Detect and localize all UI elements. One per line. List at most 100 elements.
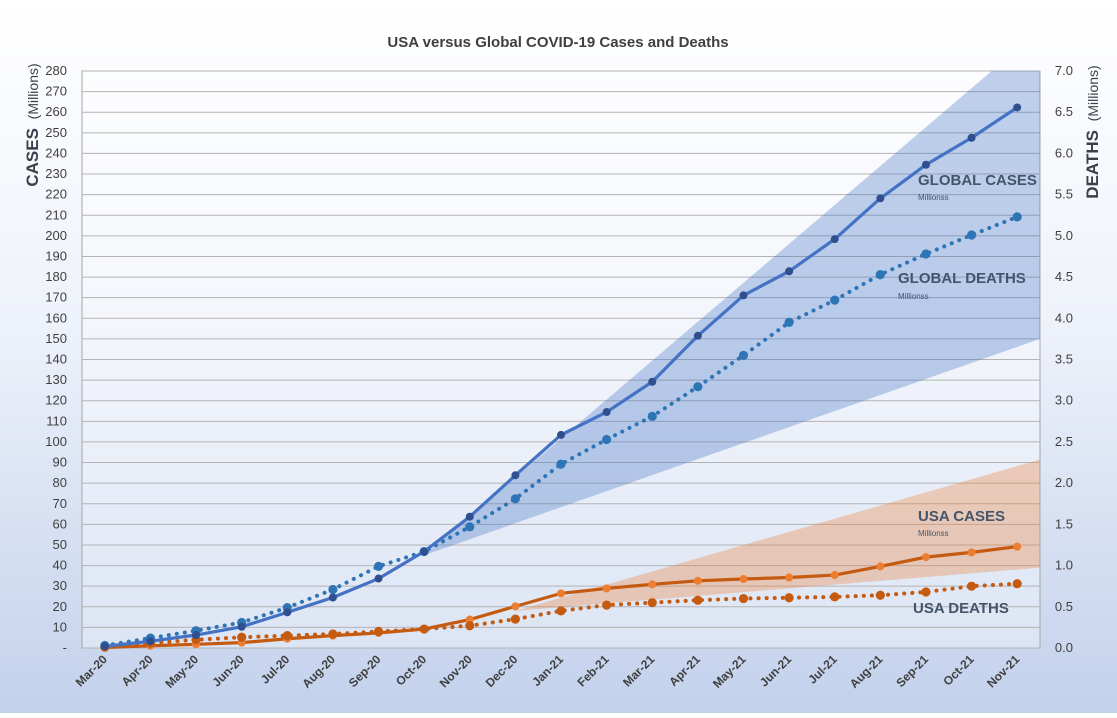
y-left-tick-label: 240 xyxy=(45,145,67,160)
trend-bands xyxy=(424,71,1040,611)
data-point xyxy=(283,608,292,617)
data-point xyxy=(1012,212,1022,222)
data-point xyxy=(830,571,839,580)
data-point xyxy=(647,411,657,421)
data-point xyxy=(511,602,520,611)
data-point xyxy=(1012,579,1022,589)
y-left-tick-label: 150 xyxy=(45,331,67,346)
data-point xyxy=(784,317,794,328)
data-point xyxy=(602,408,611,417)
x-tick-label: Oct-20 xyxy=(393,652,430,689)
x-tick-label: Mar-21 xyxy=(620,652,657,689)
series-usa-deaths xyxy=(100,579,1022,652)
y-right-tick-label: 3.5 xyxy=(1055,352,1073,367)
data-point xyxy=(328,584,338,595)
data-point xyxy=(510,614,520,624)
x-tick-label: Aug-21 xyxy=(847,652,886,691)
y-left-tick-label: 250 xyxy=(45,125,67,140)
y-right-tick-label: 6.5 xyxy=(1055,104,1073,119)
x-tick-label: Jun-20 xyxy=(210,652,247,689)
annotation-usa-cases: USA CASES Millionss xyxy=(918,508,1005,538)
y-axis-right: 0.0 0.5 1.0 1.5 2.0 2.5 3.0 3.5 4.0 4.5 5.0 5.5 6.0 6… xyxy=(1055,63,1073,655)
data-point xyxy=(237,632,247,642)
data-point xyxy=(966,581,977,591)
annotation-usa-cases-label: USA CASES xyxy=(918,508,1005,525)
data-point xyxy=(693,382,703,392)
y-left-tick-label: 200 xyxy=(45,228,67,243)
data-point xyxy=(739,291,748,300)
x-tick-label: Jun-21 xyxy=(757,652,794,689)
x-tick-label: Sep-21 xyxy=(893,652,931,690)
data-point xyxy=(921,587,931,597)
data-point xyxy=(328,629,338,639)
y-left-tick-label: 190 xyxy=(45,248,67,263)
data-point xyxy=(921,249,931,259)
data-point xyxy=(602,600,612,610)
y-right-tick-label: 7.0 xyxy=(1055,63,1073,78)
global-cases-trend-band xyxy=(424,71,1040,556)
annotation-usa-cases-sub: Millionss xyxy=(918,529,949,538)
y-left-tick-label: 40 xyxy=(53,558,67,573)
y-left-tick-label: 100 xyxy=(45,434,67,449)
data-point xyxy=(510,494,520,504)
data-point xyxy=(419,624,429,634)
data-point xyxy=(693,331,702,340)
data-point xyxy=(967,548,976,557)
data-point xyxy=(966,230,977,240)
data-point xyxy=(830,295,840,305)
y-left-tick-label: 10 xyxy=(53,619,67,634)
x-tick-label: Aug-20 xyxy=(299,652,338,691)
y-left-tick-label: 260 xyxy=(45,104,67,119)
y-left-tick-label: 180 xyxy=(45,269,67,284)
data-point xyxy=(465,621,475,631)
data-point xyxy=(374,574,383,583)
data-point xyxy=(557,430,565,439)
data-point xyxy=(693,576,702,585)
x-tick-label: Nov-20 xyxy=(437,652,475,690)
y-right-tick-label: 0.5 xyxy=(1055,599,1073,614)
data-point xyxy=(373,561,384,571)
y-right-tick-label: 0.0 xyxy=(1055,640,1073,655)
y-left-tick-label: 220 xyxy=(45,187,67,202)
series-line-global-deaths xyxy=(102,214,1020,648)
y-axis-left-title: CASES (Millions) xyxy=(23,63,42,186)
x-tick-label: Feb-21 xyxy=(574,652,611,689)
data-point xyxy=(875,269,885,280)
data-point xyxy=(876,562,885,571)
data-point xyxy=(1013,542,1022,551)
data-point xyxy=(830,592,840,602)
data-point xyxy=(511,471,520,480)
data-point xyxy=(100,642,109,651)
data-point xyxy=(602,584,611,593)
annotation-global-cases-sub: Millionss xyxy=(918,193,949,202)
y-left-tick-label: 170 xyxy=(45,290,67,305)
data-point xyxy=(602,434,612,445)
data-point xyxy=(921,160,930,169)
y-left-tick-label: 160 xyxy=(45,310,67,325)
y-left-tick-label: 80 xyxy=(53,475,67,490)
y-left-tick-label: 280 xyxy=(45,63,67,78)
data-point xyxy=(648,377,657,386)
data-point xyxy=(1013,103,1022,112)
data-point xyxy=(556,606,566,616)
data-point xyxy=(420,547,429,556)
y-left-tick-label: 20 xyxy=(53,599,67,614)
y-left-tick-label: 110 xyxy=(46,413,67,428)
x-tick-label: Sep-20 xyxy=(346,652,384,690)
data-point xyxy=(784,593,794,603)
annotation-global-cases-label: GLOBAL CASES xyxy=(918,172,1037,189)
y-axis-left: - 10 20 30 40 50 60 70 80 90 100 110 120 130 140 150 160… xyxy=(45,63,67,655)
y-right-tick-label: 1.5 xyxy=(1055,516,1073,531)
annotation-global-deaths-label: GLOBAL DEATHS xyxy=(898,270,1026,287)
x-tick-label: Oct-21 xyxy=(940,652,977,689)
chart-title: USA versus Global COVID-19 Cases and Dea… xyxy=(387,34,728,51)
data-point xyxy=(465,522,475,532)
x-tick-label: Jul-21 xyxy=(805,652,840,687)
y-left-tick-label: - xyxy=(63,640,67,655)
y-axis-right-title: DEATHS (Millions) xyxy=(1083,65,1102,198)
y-left-tick-label: 70 xyxy=(53,496,67,511)
data-point xyxy=(556,459,566,469)
annotation-usa-deaths-label: USA DEATHS xyxy=(913,600,1009,617)
data-point xyxy=(282,631,292,641)
